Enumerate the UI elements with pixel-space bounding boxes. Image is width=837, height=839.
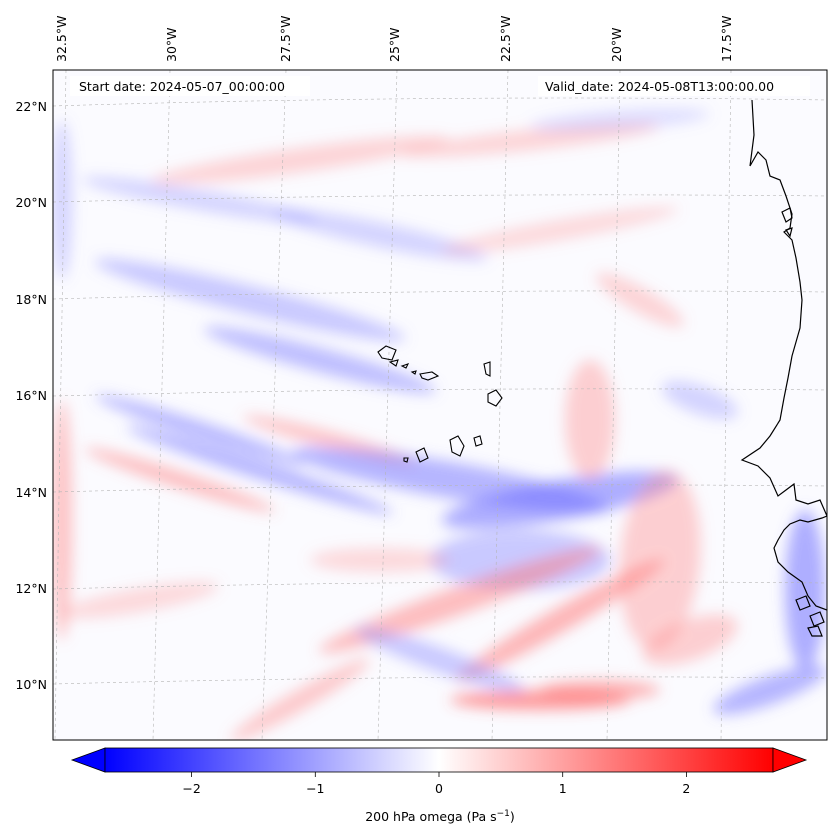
colorbar-label: 200 hPa omega (Pa s−1) — [365, 809, 515, 824]
omega-contour — [355, 627, 525, 693]
omega-contour — [642, 614, 738, 666]
omega-contour — [619, 470, 701, 650]
valid-date-annotation: Valid_date: 2024-05-08T13:00:00.00 — [545, 79, 774, 94]
colorbar-tick-label: −2 — [182, 781, 200, 796]
coastline — [740, 99, 827, 637]
omega-contour — [61, 581, 219, 619]
lat-label: 10°N — [15, 677, 47, 692]
lat-label: 14°N — [15, 485, 47, 500]
omega-contour — [126, 425, 394, 515]
colorbar-tick-label: 0 — [435, 781, 443, 796]
omega-contour — [94, 258, 406, 342]
lat-label: 18°N — [15, 292, 47, 307]
omega-field — [53, 108, 827, 740]
omega-contour — [596, 272, 684, 328]
colorbar: −2 −1 0 1 2 200 hPa omega (Pa s−1) — [70, 747, 808, 824]
omega-contour — [441, 471, 679, 529]
omega-contour — [430, 530, 610, 590]
omega-contour — [230, 659, 370, 740]
colorbar-body — [104, 747, 774, 773]
omega-contour — [400, 123, 660, 157]
omega-contour — [310, 548, 450, 572]
lon-label: 27.5°W — [278, 16, 293, 62]
lat-label: 12°N — [15, 581, 47, 596]
lon-label: 25°W — [387, 27, 402, 62]
omega-contour — [441, 206, 679, 254]
lat-label: 20°N — [15, 195, 47, 210]
omega-contour — [53, 400, 72, 640]
map-frame — [52, 69, 828, 741]
omega-contour — [53, 120, 72, 280]
latitude-labels: 22°N 20°N 18°N 16°N 14°N 12°N 10°N — [15, 99, 47, 692]
lon-label: 20°W — [609, 27, 624, 62]
omega-contour — [530, 108, 710, 132]
omega-contour — [84, 448, 276, 512]
omega-contour — [662, 381, 738, 419]
lat-label: 22°N — [15, 99, 47, 114]
omega-contour — [204, 326, 436, 394]
omega-contour — [565, 360, 615, 480]
omega-contour — [151, 135, 449, 185]
omega-contour — [272, 209, 488, 261]
gridlines — [53, 70, 827, 740]
lon-label: 32.5°W — [54, 16, 69, 62]
colorbar-ticks: −2 −1 0 1 2 — [182, 772, 690, 796]
start-date-annotation: Start date: 2024-05-07_00:00:00 — [79, 79, 285, 94]
colorbar-extend-low — [70, 747, 106, 773]
omega-contour — [318, 547, 602, 653]
lat-label: 16°N — [15, 388, 47, 403]
colorbar-tick-label: 1 — [559, 781, 567, 796]
cape-verde-islands — [377, 345, 503, 463]
colorbar-extend-high — [772, 747, 808, 773]
map-panel — [53, 70, 827, 740]
longitude-labels: 32.5°W 30°W 27.5°W 25°W 22.5°W 20°W 17.5… — [54, 16, 734, 62]
omega-contour — [540, 680, 660, 700]
colorbar-tick-label: −1 — [306, 781, 324, 796]
omega-contour — [95, 395, 305, 465]
colorbar-tick-label: 2 — [682, 781, 690, 796]
omega-contour — [455, 559, 665, 681]
lon-label: 30°W — [164, 27, 179, 62]
lon-label: 17.5°W — [719, 16, 734, 62]
lon-label: 22.5°W — [498, 16, 513, 62]
omega-contour — [81, 176, 319, 224]
